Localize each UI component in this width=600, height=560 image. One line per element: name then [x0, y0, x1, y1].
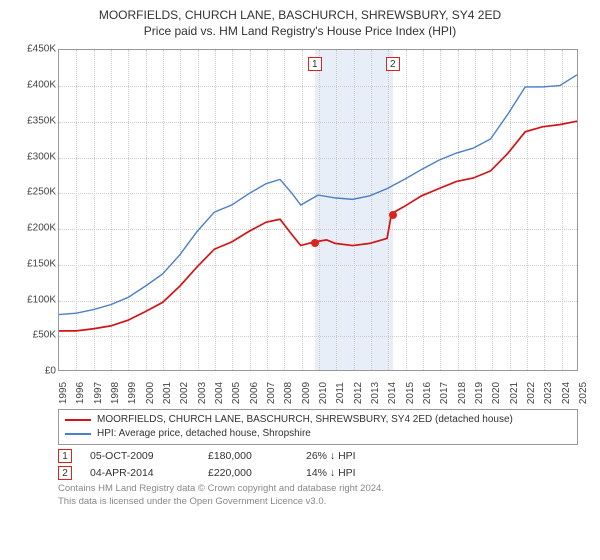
y-axis-label: £300K [12, 151, 56, 162]
x-axis-label: 2012 [353, 382, 364, 404]
sale-marker: 2 [58, 466, 72, 480]
sale-marker-label: 1 [308, 57, 322, 71]
x-axis-label: 2020 [491, 382, 502, 404]
x-axis-label: 2004 [214, 382, 225, 404]
x-axis-label: 2016 [422, 382, 433, 404]
plot-region: 12 [58, 49, 578, 371]
legend-row: HPI: Average price, detached house, Shro… [65, 427, 571, 441]
sale-date: 05-OCT-2009 [90, 450, 190, 462]
x-axis-label: 2019 [474, 382, 485, 404]
footer-line2: This data is licensed under the Open Gov… [58, 496, 588, 508]
chart-container: MOORFIELDS, CHURCH LANE, BASCHURCH, SHRE… [0, 0, 600, 560]
x-axis-label: 2010 [318, 382, 329, 404]
chart-title-line2: Price paid vs. HM Land Registry's House … [12, 24, 588, 40]
x-axis-label: 2023 [543, 382, 554, 404]
y-axis-label: £0 [12, 366, 56, 377]
y-axis-label: £150K [12, 258, 56, 269]
chart-title-line1: MOORFIELDS, CHURCH LANE, BASCHURCH, SHRE… [12, 8, 588, 24]
legend-label: HPI: Average price, detached house, Shro… [97, 427, 311, 441]
x-axis-label: 2022 [526, 382, 537, 404]
x-axis-label: 1996 [75, 382, 86, 404]
footer-line1: Contains HM Land Registry data © Crown c… [58, 483, 588, 495]
line-layer [59, 50, 577, 370]
sale-hpi-delta: 26% ↓ HPI [306, 450, 406, 462]
sale-price: £220,000 [208, 467, 288, 479]
x-axis-label: 2000 [145, 382, 156, 404]
chart-area: 12 £0£50K£100K£150K£200K£250K£300K£350K£… [12, 45, 588, 405]
x-axis-label: 2002 [179, 382, 190, 404]
x-axis-label: 2013 [370, 382, 381, 404]
x-axis-label: 2008 [283, 382, 294, 404]
sale-marker: 1 [58, 449, 72, 463]
x-axis-label: 2014 [387, 382, 398, 404]
series-line [59, 121, 577, 331]
y-axis-label: £250K [12, 187, 56, 198]
x-axis-label: 2005 [231, 382, 242, 404]
y-axis-label: £100K [12, 294, 56, 305]
legend-swatch [65, 433, 91, 435]
sales-table: 1 05-OCT-2009 £180,000 26% ↓ HPI 2 04-AP… [58, 449, 588, 480]
sale-row: 2 04-APR-2014 £220,000 14% ↓ HPI [58, 466, 588, 480]
x-axis-label: 2017 [439, 382, 450, 404]
sale-marker-dot [389, 211, 397, 219]
x-axis-label: 1999 [127, 382, 138, 404]
x-axis-label: 2001 [162, 382, 173, 404]
legend-row: MOORFIELDS, CHURCH LANE, BASCHURCH, SHRE… [65, 413, 571, 427]
x-axis-label: 2006 [249, 382, 260, 404]
x-axis-label: 1998 [110, 382, 121, 404]
sale-marker-dot [311, 239, 319, 247]
y-axis-label: £400K [12, 79, 56, 90]
x-axis-label: 2024 [561, 382, 572, 404]
sale-marker-label: 2 [386, 57, 400, 71]
x-axis-label: 2015 [405, 382, 416, 404]
x-axis-label: 2021 [509, 382, 520, 404]
legend-label: MOORFIELDS, CHURCH LANE, BASCHURCH, SHRE… [97, 413, 513, 427]
x-axis-label: 1995 [58, 382, 69, 404]
y-axis-label: £350K [12, 115, 56, 126]
x-axis-label: 2009 [301, 382, 312, 404]
x-axis-label: 2025 [578, 382, 589, 404]
sale-price: £180,000 [208, 450, 288, 462]
x-axis-label: 1997 [93, 382, 104, 404]
sale-row: 1 05-OCT-2009 £180,000 26% ↓ HPI [58, 449, 588, 463]
x-axis-label: 2018 [457, 382, 468, 404]
sale-date: 04-APR-2014 [90, 467, 190, 479]
x-axis-label: 2003 [197, 382, 208, 404]
series-line [59, 75, 577, 315]
y-axis-label: £50K [12, 330, 56, 341]
footer-attribution: Contains HM Land Registry data © Crown c… [58, 483, 588, 508]
legend-swatch [65, 419, 91, 421]
y-axis-label: £200K [12, 223, 56, 234]
x-axis-label: 2007 [266, 382, 277, 404]
legend: MOORFIELDS, CHURCH LANE, BASCHURCH, SHRE… [58, 409, 578, 445]
sale-hpi-delta: 14% ↓ HPI [306, 467, 406, 479]
x-axis-label: 2011 [335, 382, 346, 404]
y-axis-label: £450K [12, 44, 56, 55]
